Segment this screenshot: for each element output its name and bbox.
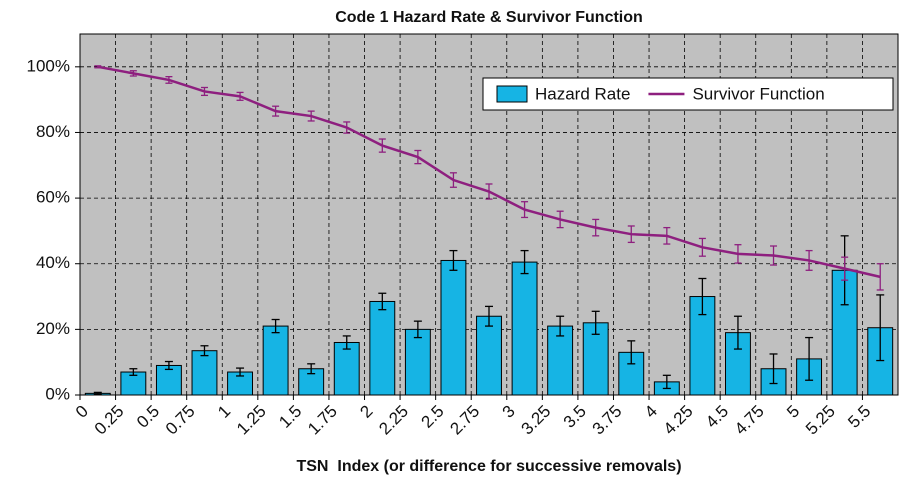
y-tick-label: 20%: [36, 319, 70, 338]
bar: [191, 350, 218, 396]
x-tick-label: 5: [783, 402, 803, 422]
legend-swatch: [496, 85, 528, 103]
x-tick-label: 4.25: [660, 402, 697, 439]
x-tick-label: 3.75: [589, 402, 626, 439]
x-tick-label: 1.25: [233, 402, 270, 439]
y-tick-label: 60%: [36, 188, 70, 207]
bar: [547, 325, 574, 396]
legend: [482, 77, 894, 111]
bar: [333, 341, 360, 396]
y-tick-label: 0%: [45, 384, 70, 403]
x-tick-label: 3: [499, 402, 519, 422]
bar: [511, 261, 538, 396]
bar: [404, 328, 431, 396]
x-tick-label: 4.5: [702, 402, 732, 432]
x-tick-label: 2: [356, 402, 376, 422]
x-tick-label: 2.75: [446, 402, 483, 439]
x-tick-label: 1: [214, 402, 234, 422]
chart-title: Code 1 Hazard Rate & Survivor Function: [335, 9, 643, 26]
bar: [440, 259, 467, 396]
x-tick-label: 5.5: [844, 402, 874, 432]
x-tick-label: 1.5: [275, 402, 305, 432]
x-tick-label: 4: [641, 402, 661, 422]
y-tick-label: 40%: [36, 253, 70, 272]
x-tick-label: 2.25: [375, 402, 412, 439]
x-tick-label: 1.75: [304, 402, 341, 439]
x-axis-label: TSN Index (or difference for successive …: [296, 458, 681, 475]
x-tick-label: 0.5: [133, 402, 163, 432]
x-tick-label: 0.25: [91, 402, 128, 439]
x-tick-label: 3.5: [560, 402, 590, 432]
legend-label: Hazard Rate: [535, 84, 630, 103]
x-tick-label: 0: [72, 402, 92, 422]
bar: [476, 315, 502, 396]
x-tick-label: 3.25: [518, 402, 555, 439]
x-tick-label: 4.75: [731, 402, 768, 439]
x-tick-label: 5.25: [802, 402, 839, 439]
x-tick-label: 2.5: [418, 402, 448, 432]
bar: [369, 300, 396, 396]
x-tick-label: 0.75: [162, 402, 199, 439]
legend-label: Survivor Function: [692, 84, 824, 103]
y-tick-label: 80%: [36, 122, 70, 141]
bar: [155, 364, 182, 396]
y-tick-label: 100%: [27, 56, 70, 75]
bar: [262, 325, 289, 396]
